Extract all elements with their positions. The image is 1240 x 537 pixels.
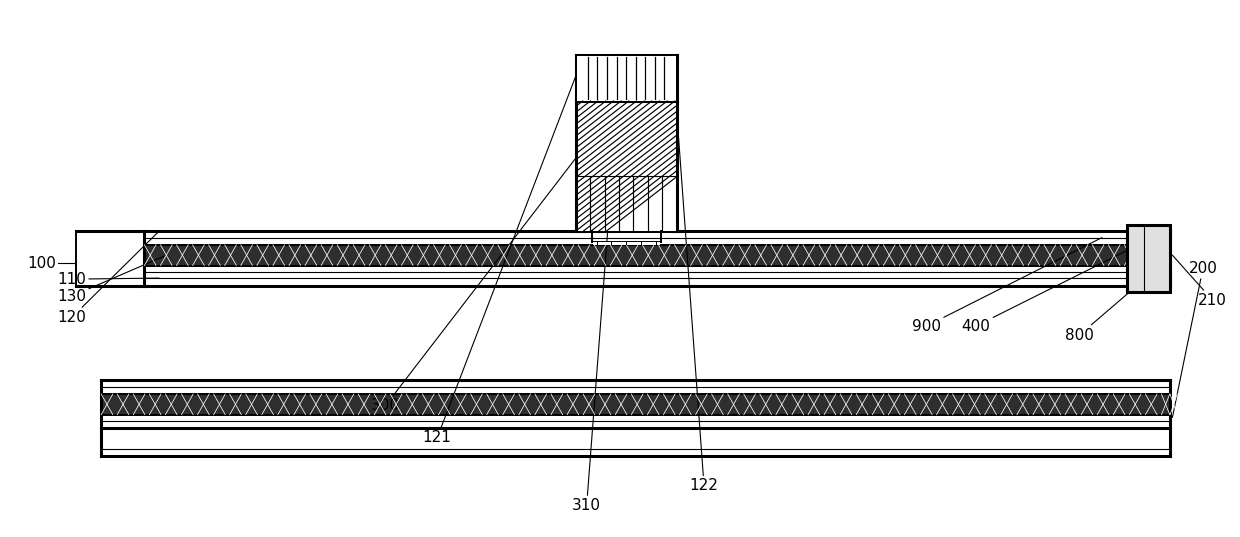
Bar <box>577 100 676 231</box>
Bar <box>100 394 1171 415</box>
Text: 121: 121 <box>423 67 579 445</box>
Text: 110: 110 <box>57 272 159 287</box>
Text: 120: 120 <box>57 231 159 325</box>
Text: 400: 400 <box>961 244 1140 333</box>
Text: 310: 310 <box>572 54 621 513</box>
Text: 210: 210 <box>1172 255 1228 308</box>
Text: 130: 130 <box>57 255 166 304</box>
Text: 100: 100 <box>27 256 56 271</box>
Bar <box>593 242 660 244</box>
Bar <box>577 56 676 100</box>
Bar <box>1127 225 1171 292</box>
Bar <box>144 244 1171 266</box>
Text: 200: 200 <box>1172 261 1218 417</box>
Text: 122: 122 <box>673 63 718 494</box>
Text: 900: 900 <box>911 237 1102 333</box>
Text: 800: 800 <box>1065 258 1169 343</box>
Text: 300: 300 <box>371 155 578 413</box>
